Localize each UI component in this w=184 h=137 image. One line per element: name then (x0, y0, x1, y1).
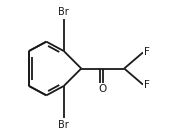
Text: O: O (99, 84, 107, 94)
Text: F: F (144, 80, 150, 90)
Text: F: F (144, 47, 150, 57)
Text: Br: Br (59, 8, 69, 18)
Text: Br: Br (59, 119, 69, 129)
